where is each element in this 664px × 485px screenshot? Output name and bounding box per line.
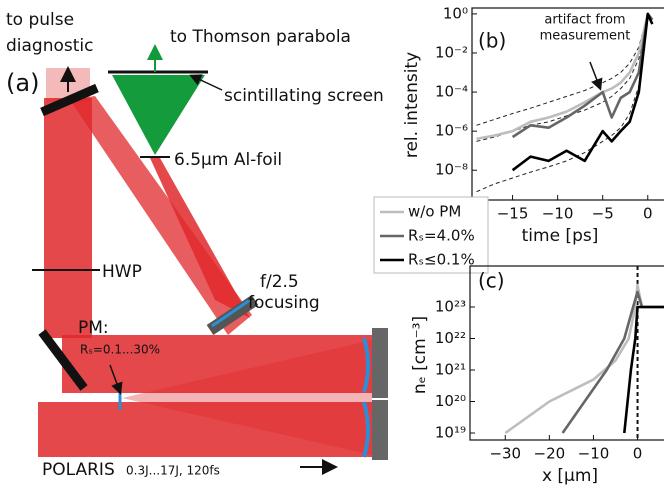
panel-a-diagram: to pulse diagnostic to Thomson parabola …: [6, 10, 388, 480]
x-tick-label: 0: [633, 445, 643, 463]
arrow: [189, 74, 223, 91]
label: to pulse: [6, 10, 74, 30]
label: 0.3J...17J, 120fs: [126, 464, 220, 478]
y-tick-label: 10¹⁹: [435, 424, 466, 442]
label: focusing: [248, 293, 320, 313]
legend-label: Rₛ≤0.1%: [408, 251, 475, 269]
label: POLARIS: [42, 460, 115, 480]
label: scintillating screen: [224, 86, 384, 106]
x-tick-label: −10: [578, 445, 610, 463]
x-tick-label: −30: [489, 445, 521, 463]
annotation: artifact from: [544, 13, 625, 28]
label: f/2.5: [260, 272, 299, 292]
frame: [471, 7, 664, 201]
series-line: [476, 12, 654, 141]
parabola: [372, 400, 388, 460]
y-tick-label: 10⁻⁶: [435, 122, 468, 140]
legend-label: w/o PM: [408, 203, 461, 221]
y-tick-label: 10⁻²: [435, 43, 468, 61]
y-tick-label: 10²³: [435, 297, 466, 315]
x-tick-label: −15: [497, 205, 529, 223]
plot: [476, 12, 654, 193]
panel-label: (a): [6, 69, 39, 97]
mirror: [40, 83, 99, 117]
label: 6.5μm Al-foil: [174, 150, 282, 170]
panel-label: (b): [478, 29, 506, 53]
y-axis-label: nₑ [cm⁻³]: [410, 316, 430, 394]
y-tick-label: 10²¹: [435, 360, 466, 378]
focusing-mirror: [206, 295, 259, 335]
y-tick-label: 10⁻⁸: [435, 161, 468, 179]
label: to Thomson parabola: [170, 27, 351, 47]
series-line: [561, 290, 664, 434]
label: PM:: [78, 318, 109, 338]
beam-pm: [122, 340, 372, 455]
screen-cone: [112, 75, 205, 155]
series-line: [623, 305, 664, 434]
label: Rₛ=0.1...30%: [80, 343, 160, 357]
y-axis-label: rel. intensity: [402, 52, 422, 158]
series-line: [511, 12, 654, 139]
frame: [469, 265, 664, 441]
panel-label: (c): [478, 269, 505, 293]
x-tick-label: −5: [592, 205, 614, 223]
x-tick-label: 0: [643, 205, 653, 223]
focusing-surface: [211, 298, 251, 328]
series-line: [511, 12, 654, 172]
y-tick-label: 10²²: [435, 329, 466, 347]
x-tick-label: −20: [534, 445, 566, 463]
fit-line: [476, 13, 649, 193]
x-tick-label: −10: [542, 205, 574, 223]
parabola-surface: [362, 337, 370, 458]
fit-line: [476, 13, 649, 126]
arrow: [109, 364, 123, 395]
y-tick-label: 10⁰: [443, 4, 468, 22]
y-tick-label: 10⁻⁴: [435, 83, 468, 101]
plot: [504, 266, 664, 440]
mirror: [38, 329, 88, 391]
annotation-arrow: [589, 61, 603, 91]
label: diagnostic: [6, 36, 94, 56]
x-axis-label: time [ps]: [522, 226, 599, 246]
annotation: measurement: [540, 29, 631, 44]
beam-focus: [150, 158, 250, 318]
x-axis-label: x [μm]: [542, 466, 598, 485]
label: HWP: [102, 262, 142, 282]
legend-label: Rₛ=4.0%: [408, 227, 475, 245]
parabola: [372, 328, 388, 398]
beam-vertical: [44, 98, 92, 338]
y-tick-label: 10²⁰: [435, 392, 466, 410]
beam-lower: [38, 402, 380, 457]
